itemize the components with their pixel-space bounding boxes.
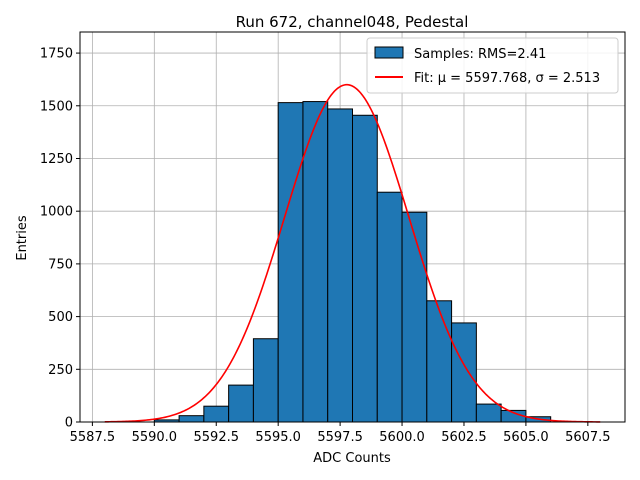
y-tick-label: 0	[65, 416, 73, 431]
x-tick-label: 5605.0	[503, 430, 549, 445]
histogram-bars	[153, 101, 552, 423]
histogram-bar	[252, 338, 279, 423]
x-tick-label: 5587.5	[70, 430, 116, 445]
y-tick-label: 1250	[40, 152, 73, 167]
legend: Samples: RMS=2.41 Fit: μ = 5597.768, σ =…	[366, 37, 619, 94]
chart-title: Run 672, channel048, Pedestal	[236, 13, 469, 31]
y-tick-label: 1500	[40, 99, 73, 114]
x-tick-label: 5600.0	[379, 430, 425, 445]
x-tick-label: 5607.5	[565, 430, 611, 445]
x-tick-label: 5592.5	[194, 430, 240, 445]
histogram-bar	[376, 191, 403, 423]
histogram-bar	[451, 322, 477, 423]
y-tick-label: 250	[48, 363, 73, 378]
y-tick-label: 1000	[40, 205, 73, 220]
histogram-bar	[352, 114, 378, 423]
histogram-bar	[426, 300, 453, 423]
y-axis-label: Entries	[15, 215, 30, 261]
histogram-bar	[327, 108, 353, 423]
y-tick-label: 750	[48, 257, 73, 272]
y-tick-label: 500	[48, 310, 73, 325]
histogram-bar	[277, 102, 304, 423]
y-tick-label: 1750	[40, 47, 73, 62]
fit-curve	[104, 83, 601, 423]
legend-fit-label: Fit: μ = 5597.768, σ = 2.513	[414, 71, 600, 86]
plot-frame	[79, 31, 626, 423]
histogram-bar	[475, 403, 502, 423]
histogram-bar	[228, 384, 254, 423]
x-tick-label: 5597.5	[317, 430, 363, 445]
histogram-bar	[203, 405, 230, 423]
histogram-bar	[178, 415, 205, 423]
x-axis-label: ADC Counts	[313, 451, 391, 466]
legend-samples-label: Samples: RMS=2.41	[414, 47, 546, 62]
fit-curve-layer	[104, 83, 601, 423]
x-axis-ticks: 5587.5 5590.0 5592.5 5595.0 5597.5 5600.0 5602…	[70, 422, 611, 445]
x-tick-label: 5595.0	[255, 430, 301, 445]
x-tick-label: 5590.0	[132, 430, 178, 445]
legend-samples-swatch	[374, 46, 404, 59]
x-tick-label: 5602.5	[441, 430, 487, 445]
y-axis-ticks: 0 250 500 750 1000 1250 1500 1750	[40, 47, 80, 431]
legend-box	[366, 37, 619, 94]
histogram-bar	[401, 211, 428, 423]
